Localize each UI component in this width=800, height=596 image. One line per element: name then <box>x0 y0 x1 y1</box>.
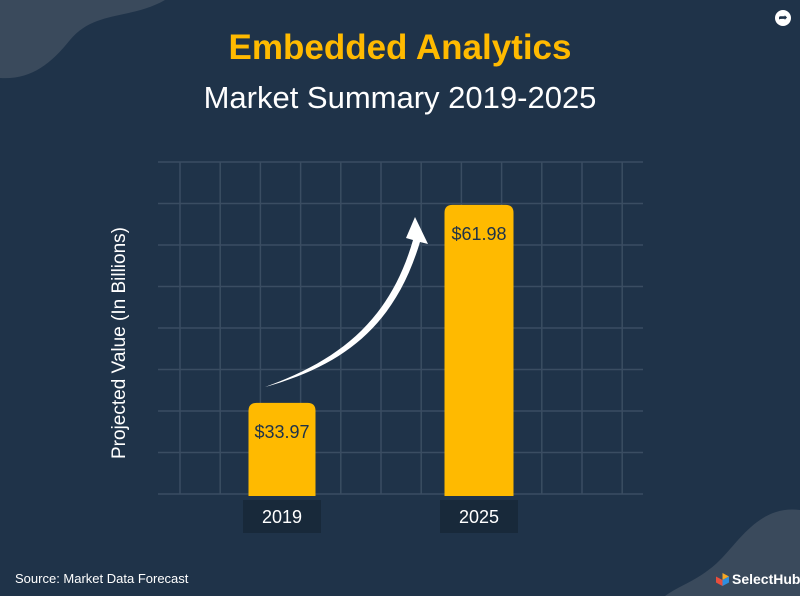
source-note: Source: Market Data Forecast <box>15 571 189 586</box>
chart-subtitle: Market Summary 2019-2025 <box>203 80 597 115</box>
top-left-blob <box>0 0 165 79</box>
growth-arrow <box>265 217 428 387</box>
data-label-2025: $61.98 <box>451 224 506 244</box>
bottom-right-blob <box>665 509 800 596</box>
x-tick-box <box>243 500 321 533</box>
bar-2019 <box>248 402 316 496</box>
x-tick-label: 2025 <box>459 507 499 527</box>
selecthub-logo-icon <box>716 572 729 586</box>
bar-2025 <box>444 204 514 496</box>
x-tick-label: 2019 <box>262 507 302 527</box>
share-arrow-icon[interactable]: ➦ <box>775 10 791 26</box>
chart-title: Embedded Analytics <box>228 28 572 67</box>
logo-text: SelectHub <box>732 571 800 587</box>
data-label-2019: $33.97 <box>254 422 309 442</box>
selecthub-logo[interactable]: SelectHub <box>716 571 800 587</box>
x-tick-box <box>440 500 518 533</box>
